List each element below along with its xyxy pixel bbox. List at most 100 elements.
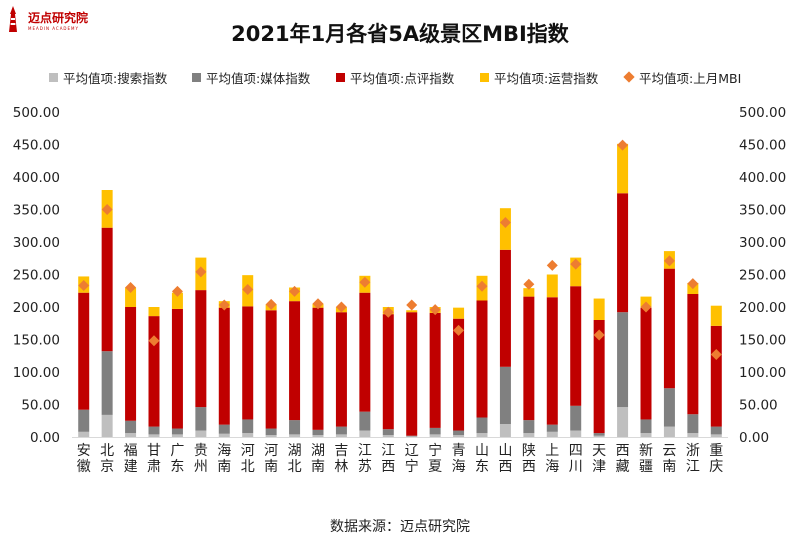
bar-segment-search xyxy=(453,435,465,437)
bar-segment-search xyxy=(125,433,137,437)
y-tick-label-left: 300.00 xyxy=(13,235,60,251)
bar-segment-media xyxy=(101,351,113,415)
x-tick-label: 上海 xyxy=(545,443,559,475)
bar-segment-media xyxy=(546,424,558,432)
y-tick-label-right: 500.00 xyxy=(739,105,786,121)
bar-segment-media xyxy=(476,417,488,434)
x-tick-label: 福建 xyxy=(124,443,138,475)
marker-last-mbi xyxy=(101,204,113,215)
x-tick-label: 重庆 xyxy=(709,443,723,475)
bar-segment-review xyxy=(406,312,418,436)
bar-segment-media xyxy=(687,414,699,434)
marker-last-mbi xyxy=(476,280,488,292)
bar-segment-review xyxy=(101,227,113,352)
marker-last-mbi xyxy=(125,282,137,293)
brand-tagline: MEADIN ACADEMY xyxy=(28,26,79,31)
bar-segment-review xyxy=(289,301,301,421)
bar-segment-search xyxy=(242,433,254,437)
bar-segment-search xyxy=(78,431,90,437)
bar-segment-ops xyxy=(710,305,722,326)
bar-segment-search xyxy=(359,430,371,437)
brand-logo: 迈点研究院 MEADIN ACADEMY xyxy=(6,6,88,36)
bar-segment-review xyxy=(148,316,160,427)
bar-segment-review xyxy=(476,300,488,418)
marker-last-mbi xyxy=(453,324,465,336)
bar-segment-ops xyxy=(617,143,629,194)
legend-item-ops: 平均值项:运营指数 xyxy=(480,67,598,87)
bar-segment-review xyxy=(382,314,394,430)
bar-segment-review xyxy=(195,290,207,408)
bar-segment-search xyxy=(289,434,301,437)
bar-segment-media xyxy=(570,405,582,431)
marker-last-mbi xyxy=(171,285,183,297)
legend-label-media: 平均值项:媒体指数 xyxy=(206,70,311,86)
y-tick-label-left: 0.00 xyxy=(30,430,60,446)
bar-segment-search xyxy=(687,433,699,437)
legend-label-search: 平均值项:搜索指数 xyxy=(63,70,168,86)
bar-segment-media xyxy=(359,411,371,431)
bar-segment-review xyxy=(453,318,465,431)
bar-segment-review xyxy=(523,296,535,421)
bar-segment-review xyxy=(593,320,605,434)
bar-segment-search xyxy=(523,433,535,437)
bar-segment-search xyxy=(429,434,441,437)
bar-segment-media xyxy=(312,429,324,436)
y-tick-label-left: 250.00 xyxy=(13,268,60,284)
y-tick-label-left: 450.00 xyxy=(13,138,60,154)
bar-segment-search xyxy=(546,431,558,437)
marker-last-mbi xyxy=(429,304,441,316)
bar-segment-media xyxy=(125,420,137,434)
marker-last-mbi xyxy=(687,278,699,290)
y-tick-label-right: 300.00 xyxy=(739,235,786,251)
marker-last-mbi xyxy=(663,255,675,267)
bar-segment-review xyxy=(570,286,582,406)
legend-label-review: 平均值项:点评指数 xyxy=(350,70,455,86)
bar-segment-review xyxy=(640,307,652,420)
bar-segment-ops xyxy=(453,307,465,319)
legend-swatch-media xyxy=(192,72,201,82)
y-tick-label-left: 150.00 xyxy=(13,333,60,349)
bar-segment-media xyxy=(593,433,605,436)
x-tick-label: 云南 xyxy=(662,443,676,475)
x-tick-label: 宁夏 xyxy=(428,442,442,475)
x-tick-label: 河南 xyxy=(264,443,278,475)
x-tick-label: 辽宁 xyxy=(405,443,419,475)
bar-segment-review xyxy=(429,312,441,428)
y-tick-label-right: 50.00 xyxy=(739,398,778,414)
bar-segment-media xyxy=(78,409,90,432)
x-tick-label: 河北 xyxy=(241,443,255,475)
bar-segment-ops xyxy=(125,287,137,307)
legend-item-search: 平均值项:搜索指数 xyxy=(49,67,167,87)
x-tick-label: 湖北 xyxy=(288,443,302,475)
legend-item-media: 平均值项:媒体指数 xyxy=(192,67,310,87)
bar-segment-search xyxy=(312,435,324,437)
x-tick-label: 浙江 xyxy=(686,443,700,475)
x-tick-label: 甘肃 xyxy=(147,443,161,475)
bar-segment-media xyxy=(265,428,277,436)
bar-segment-search xyxy=(663,426,675,437)
y-tick-label-right: 150.00 xyxy=(739,333,786,349)
bar-segment-review xyxy=(218,307,230,425)
bar-segment-review xyxy=(171,308,183,429)
y-tick-label-left: 50.00 xyxy=(21,398,60,414)
bar-segment-search xyxy=(171,434,183,437)
bar-segment-review xyxy=(617,193,629,313)
bar-segment-search xyxy=(476,433,488,437)
legend-label-ops: 平均值项:运营指数 xyxy=(494,70,599,86)
bar-segment-search xyxy=(570,430,582,437)
bar-segment-media xyxy=(335,426,347,435)
bar-segment-review xyxy=(687,294,699,415)
x-tick-label: 天津 xyxy=(592,443,606,475)
bar-segment-media xyxy=(523,420,535,434)
bar-segment-media xyxy=(406,435,418,437)
bar-segment-ops xyxy=(171,292,183,309)
bar-segment-media xyxy=(499,366,511,424)
x-tick-label: 贵州 xyxy=(194,443,208,475)
marker-last-mbi xyxy=(148,335,160,347)
marker-last-mbi xyxy=(382,306,394,318)
bar-segment-media xyxy=(171,428,183,435)
bar-segment-review xyxy=(546,297,558,425)
legend-item-review: 平均值项:点评指数 xyxy=(336,67,454,87)
bar-segment-review xyxy=(78,292,90,410)
x-tick-label: 西藏 xyxy=(616,443,630,475)
